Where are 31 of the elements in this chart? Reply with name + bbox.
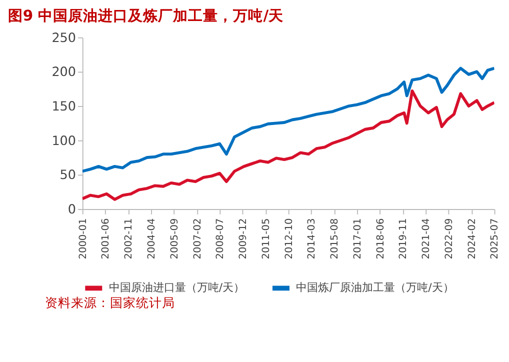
x-tick-label: 2008-07 (215, 218, 226, 260)
x-tick-label: 2021-04 (421, 218, 432, 260)
x-tick-label: 2012-10 (284, 218, 295, 260)
line-series (82, 89, 494, 201)
x-tick-label: 2018-06 (375, 218, 386, 260)
line-series (82, 66, 494, 173)
x-tick-label: 2007-02 (192, 218, 204, 260)
y-tick-label: 200 (52, 65, 76, 80)
y-tick-label: 150 (52, 99, 76, 114)
x-tick-label: 2015-08 (330, 218, 341, 260)
x-tick-label: 2014-03 (306, 218, 318, 260)
y-tick-label: 50 (60, 168, 76, 184)
x-tick-label: 2025-07 (490, 218, 501, 260)
legend-label: 中国原油进口量（万吨/天） (108, 281, 244, 294)
x-tick-label: 2009-12 (238, 218, 250, 260)
y-tick-label: 0 (68, 202, 76, 218)
text: 资料来源：国家统计局 (45, 295, 176, 312)
chart-title: 图9 中国原油进口及炼厂加工量，万吨/天 (8, 8, 285, 25)
x-tick-label: 2005-09 (169, 218, 180, 260)
x-tick-label: 2024-02 (466, 218, 478, 260)
y-tick-label: 100 (52, 134, 76, 149)
legend-label: 中国炼厂原油加工量（万吨/天） (296, 281, 454, 294)
x-tick-label: 2017-01 (352, 218, 364, 260)
x-tick-label: 2011-05 (260, 218, 272, 260)
x-tick-label: 2001-06 (100, 218, 112, 260)
x-tick-label: 2022-09 (444, 218, 455, 260)
x-tick-label: 2000-01 (78, 218, 89, 260)
x-tick-label: 2019-11 (398, 218, 410, 260)
x-tick-label: 2002-11 (124, 218, 135, 260)
x-tick-label: 2004-04 (146, 218, 158, 260)
y-tick-label: 250 (52, 30, 76, 46)
